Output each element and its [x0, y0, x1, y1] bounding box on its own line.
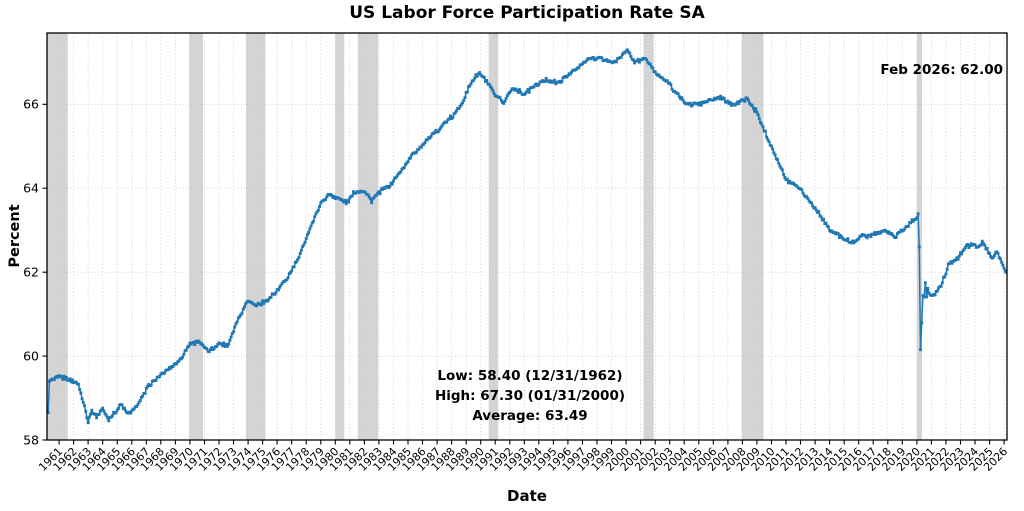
- recession-band: [245, 33, 266, 440]
- recession-band: [335, 33, 345, 440]
- recession-band: [47, 33, 68, 440]
- y-tick-label: 62: [23, 265, 39, 280]
- recession-band: [643, 33, 654, 440]
- y-axis-label: Percent: [7, 204, 23, 268]
- y-tick-label: 64: [23, 181, 39, 196]
- recession-band: [488, 33, 499, 440]
- axes-frame: [46, 32, 1008, 441]
- y-tick-label: 58: [23, 432, 39, 447]
- recession-band: [741, 33, 764, 440]
- x-axis-label: Date: [507, 487, 547, 505]
- annotation-last-value: Feb 2026: 62.00: [880, 62, 1003, 78]
- annotation-average: Average: 63.49: [472, 408, 588, 424]
- y-tick-label: 66: [23, 97, 39, 112]
- y-tick-label: 60: [23, 348, 39, 363]
- annotation-high: High: 67.30 (01/31/2000): [434, 388, 626, 404]
- chart-title: US Labor Force Participation Rate SA: [349, 3, 705, 23]
- annotation-low: Low: 58.40 (12/31/1962): [437, 368, 623, 384]
- annotation-stats-block: Low: 58.40 (12/31/1962) High: 67.30 (01/…: [435, 366, 625, 426]
- recession-band: [357, 33, 379, 440]
- recession-band: [189, 33, 203, 440]
